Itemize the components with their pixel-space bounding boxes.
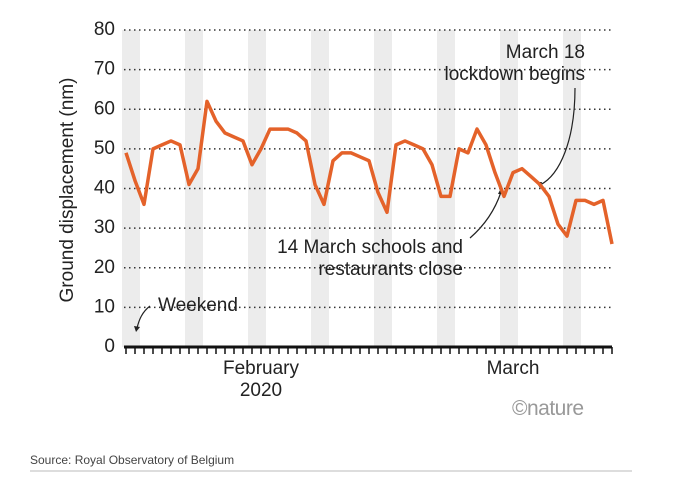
y-tick-label: 10: [94, 296, 115, 317]
weekend-band: [248, 30, 266, 347]
x-tick-label: February 2020: [222, 358, 300, 401]
y-tick-label: 80: [94, 19, 115, 40]
y-axis-label: Ground displacement (nm): [57, 78, 78, 303]
y-tick-label: 70: [94, 59, 115, 80]
arrowhead: [134, 326, 140, 332]
annotation: March 18 lockdown begins: [444, 42, 585, 85]
annotation: 14 March schools and restaurants close: [277, 237, 463, 280]
arrow: [469, 191, 502, 239]
y-tick-label: 20: [94, 257, 115, 278]
arrow: [539, 87, 576, 186]
credit: ©nature: [512, 397, 584, 420]
weekend-band: [437, 30, 455, 347]
y-tick-label: 0: [104, 336, 115, 357]
y-tick-label: 50: [94, 138, 115, 159]
y-tick-label: 40: [94, 178, 115, 199]
arrow: [136, 305, 151, 329]
annotation: Weekend: [158, 295, 238, 316]
source: Source: Royal Observatory of Belgium: [30, 453, 235, 467]
weekend-band: [563, 30, 581, 347]
data-line: [124, 99, 614, 245]
y-tick-label: 30: [94, 217, 115, 238]
weekend-band: [374, 30, 392, 347]
y-tick-label: 60: [94, 98, 115, 119]
x-tick-label: March: [486, 358, 540, 379]
